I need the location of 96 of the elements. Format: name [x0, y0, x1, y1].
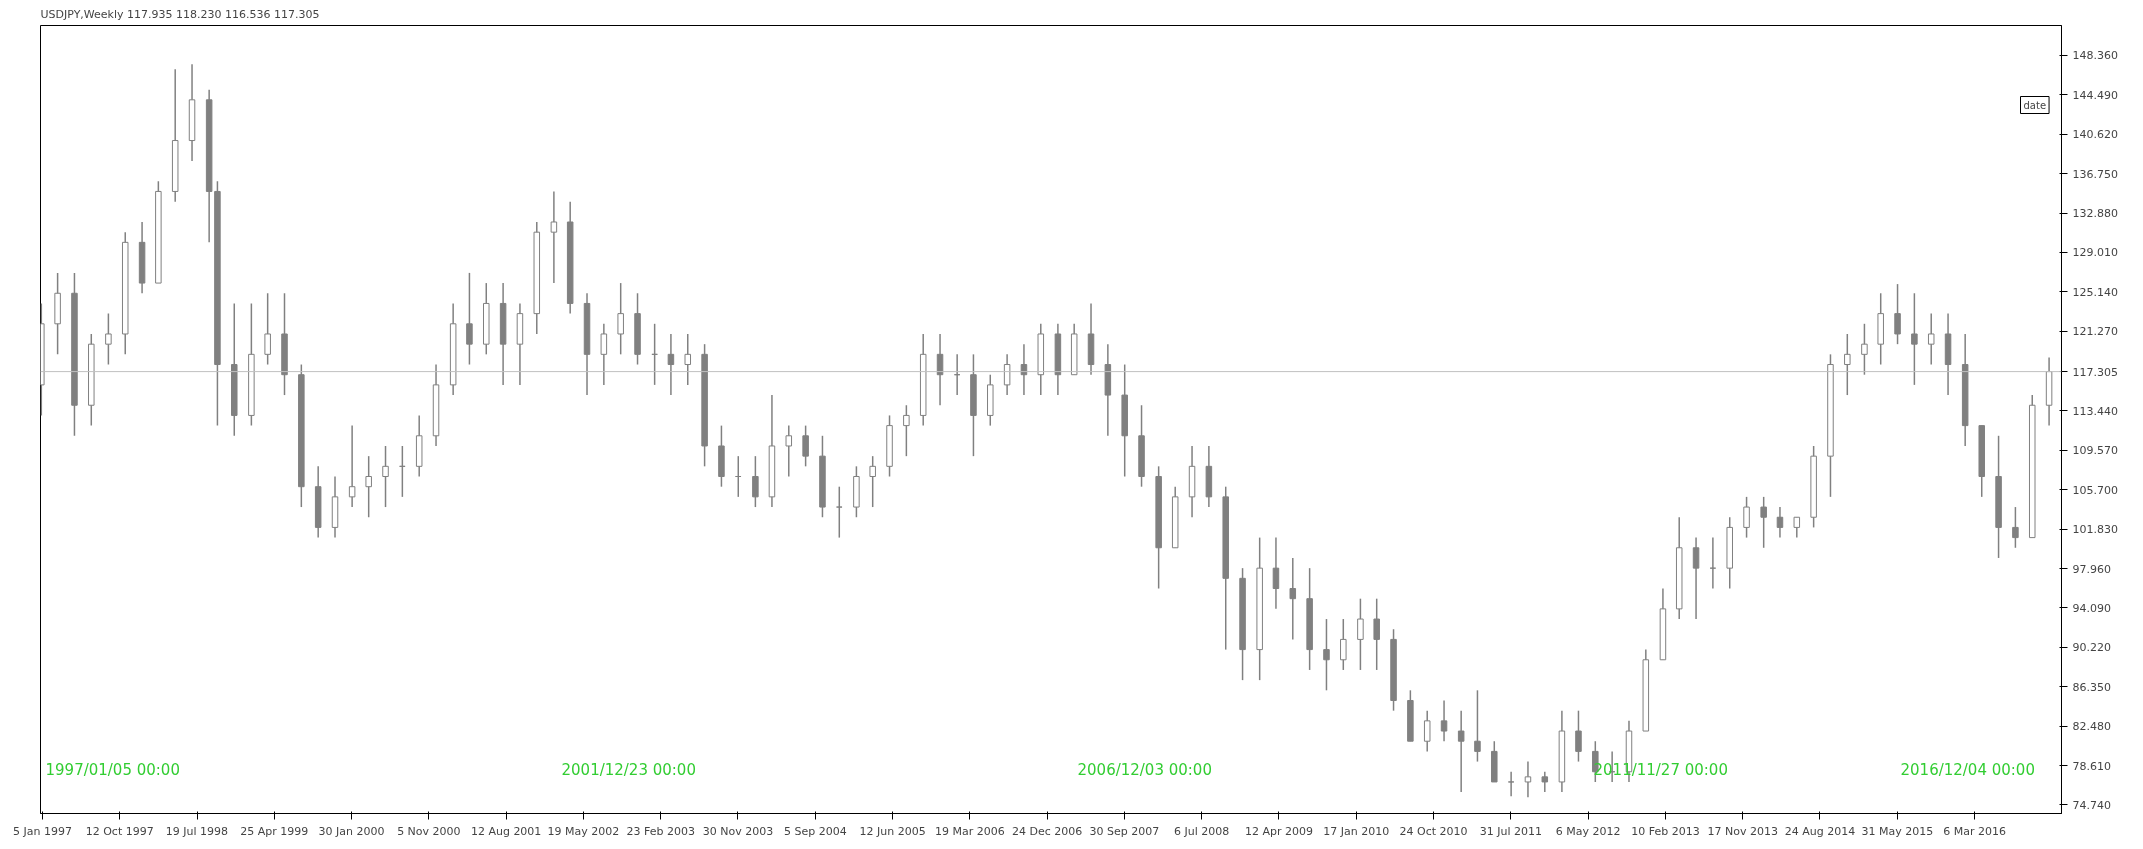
- candlestick: [1575, 709, 1582, 763]
- x-tick-label: 24 Dec 2006: [1012, 824, 1083, 838]
- candlestick: [1440, 699, 1448, 742]
- candlestick: [600, 323, 608, 386]
- x-tick-label: 5 Nov 2000: [397, 824, 461, 838]
- x-tick-label: 12 Apr 2009: [1244, 824, 1313, 838]
- candlestick: [1507, 771, 1515, 797]
- x-tick-label: 31 May 2015: [1861, 824, 1934, 838]
- candlestick: [1861, 323, 1868, 376]
- x-tick-label: 31 Jul 2011: [1479, 824, 1542, 838]
- x-tick-label: 23 Feb 2003: [626, 824, 695, 838]
- y-tick-label: 125.140: [2072, 285, 2118, 299]
- y-tick-label: 94.090: [2072, 601, 2111, 615]
- candlestick: [1357, 597, 1364, 671]
- y-tick-label: 90.220: [2072, 641, 2111, 655]
- candlestick: [1003, 353, 1011, 396]
- candlestick: [1709, 536, 1717, 590]
- x-tick-label: 19 May 2002: [547, 824, 620, 838]
- annotation: 2001/12/23 00:00: [561, 760, 696, 779]
- candlestick: [550, 190, 558, 284]
- candlestick: [1323, 618, 1330, 692]
- y-tick-label: 144.490: [2072, 88, 2118, 102]
- candlestick: [1760, 496, 1767, 549]
- candlestick: [2012, 506, 2019, 549]
- y-tick-label: 97.960: [2072, 562, 2111, 576]
- candlestick: [1743, 496, 1750, 539]
- y-tick-label: 136.750: [2072, 167, 2118, 181]
- candlestick: [1289, 557, 1297, 641]
- x-tick-label: 30 Jan 2000: [318, 824, 385, 838]
- y-tick-label: 132.880: [2072, 207, 2118, 221]
- candlestick: [1927, 312, 1935, 366]
- candlestick: [684, 333, 692, 386]
- candlestick: [1776, 506, 1784, 539]
- x-tick-label: 17 Jan 2010: [1323, 824, 1390, 838]
- x-tick-label: 30 Nov 2003: [702, 824, 774, 838]
- y-tick-label: 129.010: [2072, 246, 2118, 260]
- candlestick: [617, 282, 624, 356]
- candlestick: [1340, 618, 1347, 671]
- chart-title: USDJPY,Weekly 117.935 118.230 116.536 117.305: [40, 7, 320, 21]
- x-tick-label: 6 Mar 2016: [1943, 824, 2006, 838]
- x-tick-label: 6 May 2012: [1555, 824, 1621, 838]
- x-tick-label: 6 Jul 2008: [1174, 824, 1230, 838]
- candlestick: [264, 292, 271, 366]
- candlestick: [1272, 536, 1280, 610]
- x-tick-label: 19 Jul 1998: [165, 824, 229, 838]
- x-tick-label: 12 Jun 2005: [859, 824, 926, 838]
- annotation: 2006/12/03 00:00: [1077, 760, 1212, 779]
- x-tick-label: 17 Nov 2013: [1707, 824, 1778, 838]
- candlestick: [802, 424, 809, 468]
- candlestick: [1692, 536, 1700, 620]
- y-tick-label: 101.830: [2072, 523, 2118, 537]
- candlestick: [1474, 689, 1481, 763]
- annotation: 2016/12/04 00:00: [1900, 760, 2035, 779]
- y-tick-label: 140.620: [2072, 128, 2118, 142]
- annotation: 1997/01/05 00:00: [45, 760, 180, 779]
- x-tick-label: 10 Feb 2013: [1631, 824, 1700, 838]
- y-tick-label: 82.480: [2072, 720, 2111, 734]
- candlestick: [667, 333, 675, 396]
- candlestick: [1844, 333, 1851, 396]
- x-tick-label: 25 Apr 1999: [240, 824, 309, 838]
- x-tick-label: 12 Oct 1997: [85, 824, 154, 838]
- y-tick-label: 148.360: [2072, 49, 2118, 63]
- candlestick: [752, 455, 759, 508]
- x-tick-label: 24 Aug 2014: [1784, 824, 1856, 838]
- candlestick: [466, 272, 473, 366]
- candlestick: [836, 485, 843, 539]
- candlestick: [1524, 760, 1532, 798]
- x-tick-label: 24 Oct 2010: [1399, 824, 1468, 838]
- candlestick: [1894, 283, 1901, 345]
- annotation: date: [2023, 99, 2047, 111]
- y-tick-label: 105.700: [2072, 483, 2118, 497]
- candlestick: [785, 424, 793, 478]
- x-tick-label: 5 Sep 2004: [783, 824, 847, 838]
- candlestick: [903, 404, 910, 457]
- candlestick: [348, 424, 356, 508]
- candlestick: [1793, 516, 1801, 539]
- x-tick-label: 30 Sep 2007: [1089, 824, 1160, 838]
- candlestick: [1911, 292, 1918, 386]
- y-tick-label: 78.610: [2072, 759, 2111, 773]
- x-tick-label: 19 Mar 2006: [934, 824, 1005, 838]
- candlestick: [1457, 709, 1465, 793]
- x-tick-label: 12 Aug 2001: [470, 824, 542, 838]
- candlestick: [869, 455, 876, 508]
- y-tick-label: 109.570: [2072, 444, 2118, 458]
- candlestick: [1541, 771, 1549, 793]
- candlestick: [382, 445, 389, 508]
- x-tick-label: 5 Jan 1997: [12, 824, 72, 838]
- candlestick: [365, 455, 372, 518]
- y-tick-label: 121.270: [2072, 325, 2118, 339]
- candlestick: [105, 312, 112, 366]
- candlestick: [1423, 709, 1431, 753]
- candlestick: [1373, 597, 1380, 671]
- y-tick-label: 74.740: [2072, 798, 2111, 812]
- ref-line-label: 117.305: [2072, 365, 2118, 379]
- y-tick-label: 86.350: [2072, 680, 2111, 694]
- y-tick-label: 113.440: [2072, 404, 2118, 418]
